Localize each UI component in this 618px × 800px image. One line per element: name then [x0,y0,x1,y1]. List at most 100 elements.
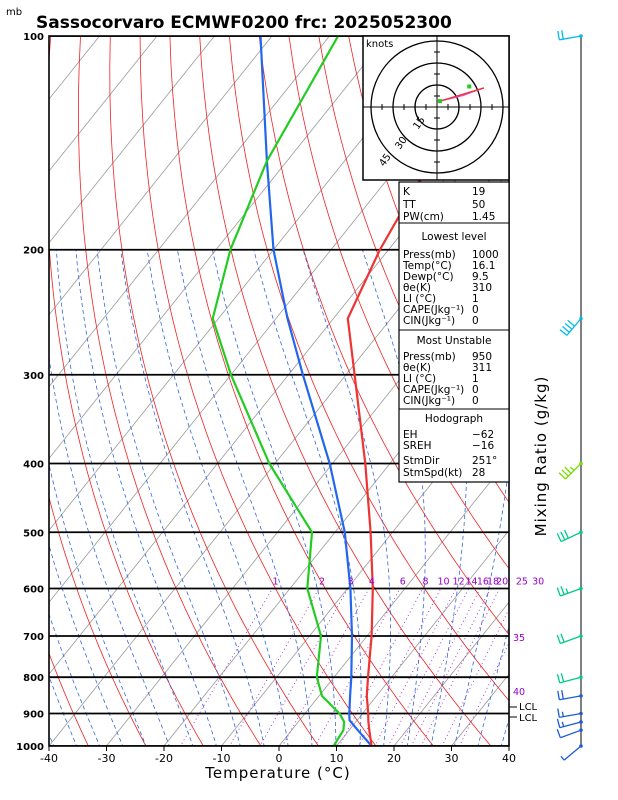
wind-barb-staff [560,729,582,739]
index-value: 251° [472,455,497,467]
wind-barb-flag [556,634,561,644]
index-value: 1.45 [472,211,495,223]
section-title: Hodograph [425,413,483,425]
index-value: 28 [472,467,485,479]
dry-adiabat [557,36,618,761]
wind-barb-flag [567,319,575,327]
mixing-ratio-label: 18 [487,576,499,587]
wind-barb-base [579,675,583,679]
mixing-ratio-line [314,588,401,746]
wind-barb-flag [561,469,569,477]
pressure-tick-label: 900 [23,710,44,721]
isotherm [105,242,509,746]
index-label: K [403,186,411,198]
wind-barb-flag [556,718,561,728]
temperature-trace [346,36,506,746]
mixing-ratio-line [387,588,470,746]
wind-barb-flag [557,708,560,718]
index-label: CIN(Jkg⁻¹) [403,395,455,407]
chart-title: Sassocorvaro ECMWF0200 frc: 2025052300 [36,13,452,33]
wind-barb-flag [564,322,573,330]
isotherm [393,601,509,746]
mixing-ratio-label: 25 [516,576,528,587]
mixing-ratio-line [358,588,442,746]
index-value: −62 [472,429,494,441]
dry-adiabat [199,36,492,746]
moist-adiabat [146,249,289,746]
x-tick-label: 10 [330,752,344,765]
mixing-ratio-lines [179,588,509,746]
isotherm [49,170,509,746]
mixing-ratio-line [410,588,491,746]
index-value: 19 [472,186,485,198]
index-value: 950 [472,351,492,363]
x-tick-label: 20 [387,752,401,765]
isotherm [49,36,330,388]
pressure-axis-ticks: 100 200 300 400 500 600 700 800 900 1000 [16,32,44,753]
pressure-tick-label: 800 [23,673,44,684]
x-tick-label: -30 [98,752,116,765]
index-label: StmSpd(kt) [403,467,462,479]
index-value: 50 [472,199,485,211]
dry-adiabat [229,36,509,702]
moist-adiabat [49,543,124,746]
wind-barb-flag [562,326,570,333]
parcel-trace [259,36,373,746]
index-label: Press(mb) [403,249,456,261]
moist-adiabat [362,249,426,746]
isotherm [278,457,509,746]
theta-e-label: 40 [513,687,525,698]
index-label: SREH [403,440,432,452]
mixing-ratio-label: 14 [465,576,477,587]
index-value: 1000 [472,249,499,261]
wind-barb-half-flag [560,755,565,761]
mixing-ratio-label: 12 [453,576,465,587]
wind-barb-staff [564,463,582,480]
pressure-unit-label: mb [6,7,22,18]
wind-barb-staff [560,587,582,597]
wind-barb-half-flag [561,711,564,717]
moist-adiabat [500,717,509,746]
mixing-ratio-label: 2 [319,576,325,587]
section-title: Lowest level [421,231,486,243]
moist-adiabat [253,249,362,746]
theta-e-label: 35 [513,633,525,644]
mixing-ratio-axis-title: Mixing Ratio (g/kg) [532,376,550,537]
hodograph-frame [362,35,510,181]
isotherm [49,36,273,316]
index-value: 0 [472,315,479,327]
hodograph-point [467,84,472,89]
index-value: 0 [472,304,479,316]
wind-barb-base [579,530,583,535]
wind-barb-half-flag [565,588,569,594]
wind-barb-flag [563,529,569,539]
dry-adiabat [497,36,509,70]
mixing-ratio-label: 1 [272,576,278,587]
mixing-ratio-label: 30 [532,576,544,587]
wind-barb-base [579,316,583,321]
index-value: 9.5 [472,271,489,283]
x-tick-label: 0 [276,752,283,765]
wind-barb-flag [561,690,564,700]
moist-adiabat [55,249,194,746]
moist-adiabat [49,462,147,746]
wind-barb-flag [556,587,561,597]
moist-adiabat [49,354,170,746]
pressure-tick-label: 300 [23,371,44,382]
hodograph-point [437,99,442,104]
isotherm [49,36,215,244]
index-value: 0 [472,384,479,396]
pressure-tick-label: 400 [23,459,44,470]
wind-barb-flag [560,633,565,643]
x-tick-label: 40 [502,752,516,765]
mixing-ratio-label: 4 [369,576,375,587]
wind-barb-staff [559,676,582,684]
wind-barb-base [579,634,583,638]
isotherm [543,36,618,775]
index-label: EH [403,429,418,441]
pressure-tick-label: 1000 [16,742,44,753]
mixing-ratio-label: 8 [422,576,428,587]
isotherm-lines [49,36,618,775]
indices-frame [398,181,510,483]
